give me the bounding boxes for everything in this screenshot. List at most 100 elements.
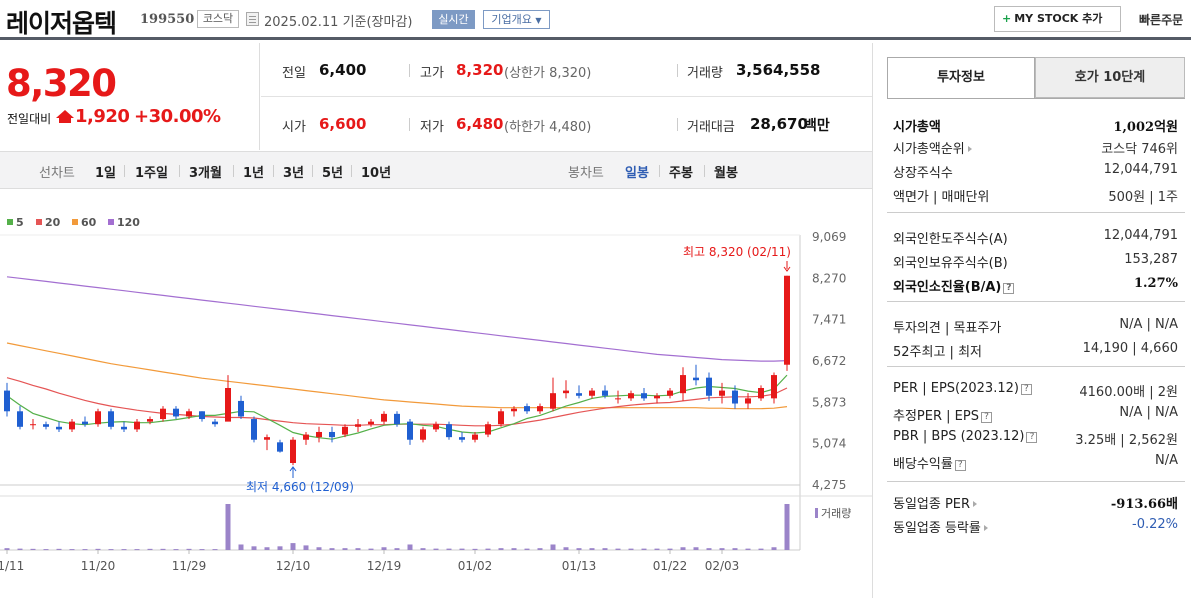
sector-per-value: -913.66배 (1110, 497, 1178, 512)
candle-body (199, 411, 205, 420)
sector-per-label[interactable]: 동일업종 PER (893, 493, 978, 512)
volume-bar (342, 548, 348, 550)
period-sep (704, 165, 705, 177)
volume-bar (706, 548, 712, 550)
market-cap-rank-text: 시가총액순위 (893, 142, 965, 157)
period-3m[interactable]: 3개월 (189, 166, 222, 181)
market-cap-rank-label[interactable]: 시가총액순위 (893, 138, 972, 157)
par-label: 액면가 | 매매단위 (893, 190, 990, 205)
candle-daily[interactable]: 일봉 (625, 166, 649, 181)
candle-body (667, 390, 673, 396)
high-arrow-head (783, 266, 791, 272)
candle-body (290, 439, 296, 464)
period-10y[interactable]: 10년 (361, 166, 392, 181)
quick-order-link[interactable]: 빠른주문 (1139, 13, 1184, 27)
listed-shares-row: 상장주식수 12,044,791 (887, 159, 1185, 181)
candle-body (498, 411, 504, 425)
low-value: 6,480 (456, 115, 504, 133)
y-tick-label: 8,270 (812, 271, 846, 285)
period-1d[interactable]: 1일 (95, 166, 117, 181)
opinion-label: 투자의견 | 목표주가 (893, 321, 1002, 336)
legend-label: 20 (45, 216, 61, 229)
candle-body (550, 393, 556, 409)
candle-body (56, 426, 62, 430)
tab-invest-info[interactable]: 투자정보 (887, 57, 1035, 98)
candle-body (589, 390, 595, 396)
candle-body (433, 424, 439, 430)
low-arrow-head (289, 466, 297, 472)
period-1w[interactable]: 1주일 (135, 166, 168, 181)
period-1y[interactable]: 1년 (243, 166, 265, 181)
change-percent: +30.00% (134, 106, 221, 127)
volume-bar (745, 548, 751, 550)
candle-body (238, 400, 244, 417)
lower-limit: (하한가 4,480) (504, 120, 592, 135)
volume-bar (30, 548, 36, 550)
volume-bar (498, 548, 504, 550)
candle-body (82, 421, 88, 425)
volume-label: 거래량 (821, 507, 851, 520)
candle-weekly[interactable]: 주봉 (669, 166, 693, 181)
w52-row: 52주최고 | 최저 14,190 | 4,660 (887, 338, 1185, 360)
candle-body (95, 411, 101, 425)
period-sep (179, 165, 180, 177)
candle-body (563, 390, 569, 394)
my-stock-add-button[interactable]: + MY STOCK 추가 (994, 6, 1121, 32)
candle-body (615, 398, 621, 400)
up-arrow-icon (56, 110, 74, 118)
w52-label: 52주최고 | 최저 (893, 345, 982, 360)
volume-bar (784, 504, 790, 550)
price-chart: 5 20 60 120 9,069 8,270 7,471 6,672 5,873 5,074 4… (0, 216, 872, 573)
help-icon[interactable]: ? (954, 460, 966, 471)
volume-bar (641, 548, 647, 550)
candle-body (537, 406, 543, 412)
volume-bar (693, 547, 699, 550)
prev-value: 6,400 (319, 61, 367, 79)
help-icon[interactable]: ? (1026, 432, 1038, 443)
candle-body (745, 398, 751, 404)
volume-bar (485, 548, 491, 550)
help-icon[interactable]: ? (1020, 384, 1032, 395)
tab-order-book[interactable]: 호가 10단계 (1035, 57, 1185, 98)
legend: 5 20 60 120 (7, 216, 140, 229)
sector-chg-value: -0.22% (1132, 517, 1178, 532)
legend-swatch (108, 219, 114, 225)
candle-body (251, 419, 257, 440)
volume-bars: 거래량 (4, 504, 851, 551)
legend-swatch (72, 219, 78, 225)
foreign-rate-row: 외국인소진율(B/A)? 1.27% (887, 273, 1185, 295)
candle-body (602, 390, 608, 396)
realtime-button[interactable]: 실시간 (432, 10, 475, 29)
sector-chg-label[interactable]: 동일업종 등락률 (893, 517, 988, 536)
low-label: 저가 (420, 120, 444, 135)
candle-body (134, 421, 140, 430)
period-sep (659, 165, 660, 177)
x-tick-label: 11/11 (0, 559, 24, 573)
dividend-text: 배당수익률 (893, 457, 953, 472)
volume-bar (82, 549, 88, 551)
market-badge: 코스닥 (197, 10, 239, 28)
help-icon[interactable]: ? (980, 412, 992, 423)
period-3y[interactable]: 3년 (283, 166, 305, 181)
volume-bar (238, 544, 244, 550)
y-tick-label: 9,069 (812, 230, 846, 244)
candle-body (186, 411, 192, 417)
company-overview-button[interactable]: 기업개요 ▼ (483, 10, 550, 29)
volume-bar (69, 549, 75, 551)
high-value: 8,320 (456, 61, 504, 79)
x-tick-label: 02/03 (705, 559, 740, 573)
help-icon[interactable]: ? (1003, 283, 1015, 294)
x-tick-label: 12/10 (276, 559, 311, 573)
candle-body (381, 413, 387, 422)
price-box (0, 43, 260, 150)
w52-value: 14,190 | 4,660 (1082, 341, 1178, 356)
x-tick-label: 12/19 (367, 559, 402, 573)
candle-body (784, 275, 790, 365)
foreign-hold-value: 153,287 (1124, 252, 1178, 267)
section-divider (887, 481, 1185, 482)
ma-line-ma120 (6, 276, 788, 362)
per-value: 4160.00배 | 2원 (1079, 385, 1178, 400)
volume-bar (589, 548, 595, 550)
period-5y[interactable]: 5년 (322, 166, 344, 181)
candle-monthly[interactable]: 월봉 (714, 166, 738, 181)
